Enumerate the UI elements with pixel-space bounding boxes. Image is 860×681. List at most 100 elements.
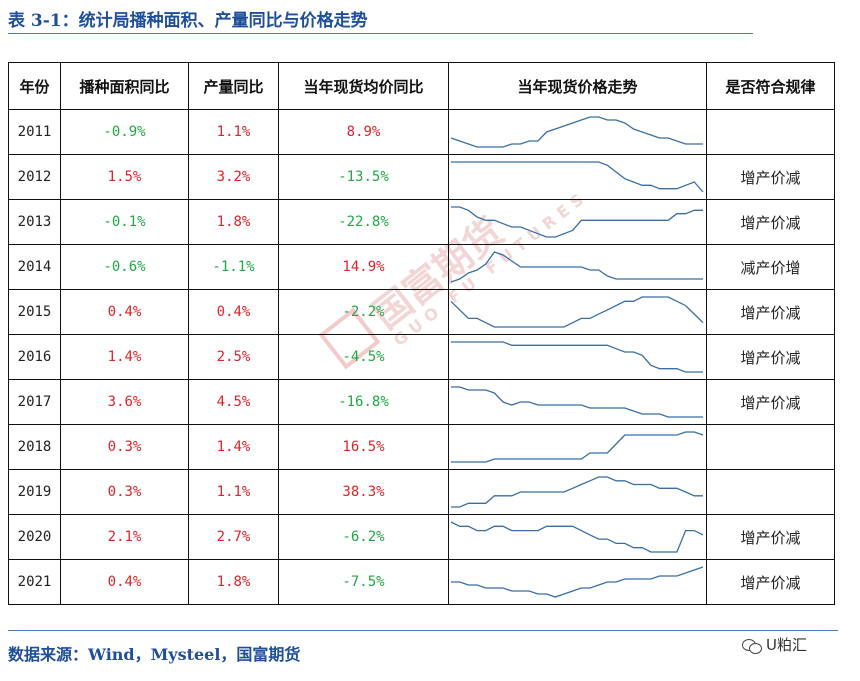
cell-area: 0.3% [60, 424, 189, 470]
cell-output: 4.5% [188, 379, 279, 425]
cell-price: -7.5% [278, 559, 449, 605]
cell-price: -4.5% [278, 334, 449, 380]
trend-line [450, 251, 703, 283]
trend-sparkline-2019 [451, 476, 703, 508]
cell-output: 1.1% [188, 109, 279, 155]
trend-sparkline-2014 [450, 251, 703, 283]
trend-line [451, 161, 704, 193]
cell-area: 0.3% [60, 469, 189, 515]
cell-area: -0.9% [60, 109, 189, 155]
cell-output: -1.1% [188, 244, 279, 290]
table-row: 2019 0.3% 1.1% 38.3% [8, 469, 835, 515]
cell-trend [448, 109, 707, 155]
trend-line [451, 431, 704, 463]
title-rule [8, 33, 753, 34]
cell-year: 2012 [8, 154, 61, 200]
trend-line [450, 116, 703, 148]
trend-sparkline-2017 [451, 386, 703, 418]
cell-price: 8.9% [278, 109, 449, 155]
cell-output: 3.2% [188, 154, 279, 200]
table-row: 2018 0.3% 1.4% 16.5% [8, 424, 835, 470]
cell-year: 2014 [8, 244, 61, 290]
cell-year: 2011 [8, 109, 61, 155]
cell-area: 1.4% [60, 334, 189, 380]
cell-output: 1.1% [188, 469, 279, 515]
cell-output: 0.4% [188, 289, 279, 335]
source-note: 数据来源：Wind，Mysteel，国富期货 [8, 645, 301, 664]
trend-line [451, 476, 703, 508]
table-row: 2017 3.6% 4.5% -16.8% 增产价减 [8, 379, 835, 425]
cell-rule: 减产价增 [706, 244, 835, 290]
cell-trend [448, 514, 707, 560]
table-row: 2014 -0.6% -1.1% 14.9% 减产价增 [8, 244, 835, 290]
wechat-icon [742, 638, 762, 654]
trend-sparkline-2015 [450, 296, 704, 328]
trend-sparkline-2021 [451, 566, 704, 598]
table-header-row: 年份 播种面积同比 产量同比 当年现货均价同比 当年现货价格走势 是否符合规律 [8, 62, 835, 110]
header-price: 当年现货均价同比 [278, 62, 449, 110]
cell-price: -22.8% [278, 199, 449, 245]
cell-rule: 增产价减 [706, 379, 835, 425]
cell-price: -13.5% [278, 154, 449, 200]
trend-line [450, 521, 704, 553]
cell-rule: 增产价减 [706, 154, 835, 200]
trend-line [451, 566, 704, 598]
cell-year: 2020 [8, 514, 61, 560]
cell-price: 14.9% [278, 244, 449, 290]
table-row: 2011 -0.9% 1.1% 8.9% [8, 109, 835, 155]
trend-line [450, 296, 704, 328]
cell-price: -2.2% [278, 289, 449, 335]
cell-rule: 增产价减 [706, 289, 835, 335]
cell-trend [448, 559, 707, 605]
cell-rule: 增产价减 [706, 334, 835, 380]
table-title: 表 3-1：统计局播种面积、产量同比与价格走势 [8, 11, 368, 31]
cell-trend [448, 289, 707, 335]
trend-sparkline-2016 [451, 341, 703, 373]
price-table: 年份 播种面积同比 产量同比 当年现货均价同比 当年现货价格走势 是否符合规律 … [8, 62, 835, 605]
cell-year: 2018 [8, 424, 61, 470]
cell-output: 1.8% [188, 199, 279, 245]
cell-trend [448, 379, 707, 425]
cell-price: -6.2% [278, 514, 449, 560]
cell-year: 2015 [8, 289, 61, 335]
cell-trend [448, 154, 707, 200]
cell-output: 1.8% [188, 559, 279, 605]
cell-trend [448, 334, 707, 380]
cell-area: 0.4% [60, 289, 189, 335]
wechat-badge: U粕汇 [742, 634, 807, 655]
cell-area: -0.6% [60, 244, 189, 290]
header-area: 播种面积同比 [60, 62, 189, 110]
trend-sparkline-2011 [450, 116, 703, 148]
table-body: 2011 -0.9% 1.1% 8.9% 2012 1.5% 3.2% -13.5% 增产价减 2… [8, 109, 835, 605]
cell-rule: 增产价减 [706, 199, 835, 245]
header-trend: 当年现货价格走势 [448, 62, 707, 110]
wechat-label: U粕汇 [766, 636, 807, 654]
cell-area: -0.1% [60, 199, 189, 245]
cell-output: 1.4% [188, 424, 279, 470]
cell-trend [448, 424, 707, 470]
cell-trend [448, 469, 707, 515]
cell-year: 2013 [8, 199, 61, 245]
cell-output: 2.7% [188, 514, 279, 560]
cell-area: 2.1% [60, 514, 189, 560]
cell-year: 2019 [8, 469, 61, 515]
cell-trend [448, 244, 707, 290]
cell-rule [706, 469, 835, 515]
footer-rule [8, 630, 838, 631]
trend-sparkline-2018 [451, 431, 704, 463]
price-table-container: 年份 播种面积同比 产量同比 当年现货均价同比 当年现货价格走势 是否符合规律 … [8, 62, 835, 605]
table-row: 2013 -0.1% 1.8% -22.8% 增产价减 [8, 199, 835, 245]
trend-line [451, 386, 703, 418]
cell-rule: 增产价减 [706, 514, 835, 560]
cell-area: 3.6% [60, 379, 189, 425]
cell-price: 16.5% [278, 424, 449, 470]
table-row: 2012 1.5% 3.2% -13.5% 增产价减 [8, 154, 835, 200]
trend-sparkline-2013 [451, 206, 703, 238]
cell-year: 2017 [8, 379, 61, 425]
cell-rule [706, 109, 835, 155]
header-rule: 是否符合规律 [706, 62, 835, 110]
table-row: 2020 2.1% 2.7% -6.2% 增产价减 [8, 514, 835, 560]
trend-sparkline-2020 [450, 521, 704, 553]
table-row: 2015 0.4% 0.4% -2.2% 增产价减 [8, 289, 835, 335]
table-row: 2021 0.4% 1.8% -7.5% 增产价减 [8, 559, 835, 605]
